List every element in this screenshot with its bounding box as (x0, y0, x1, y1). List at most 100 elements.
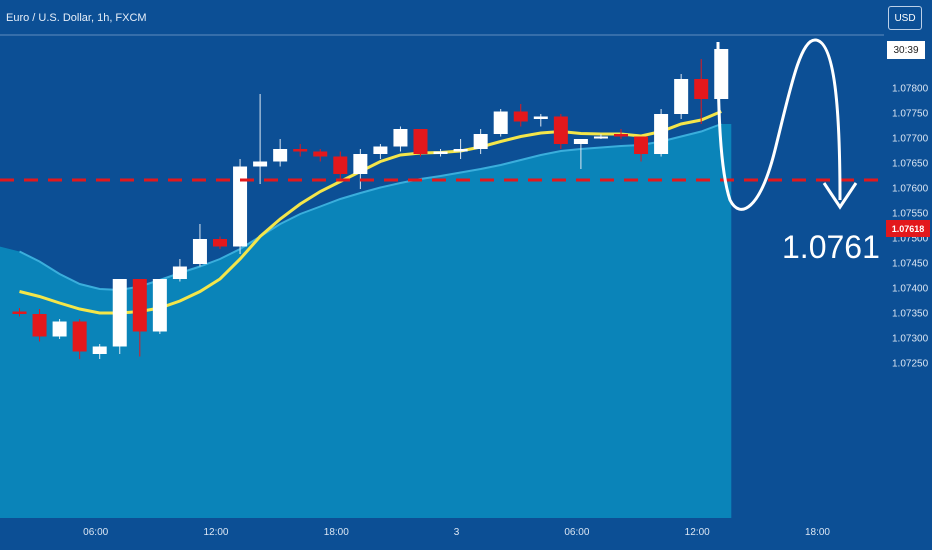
price-tick-label: 1.07650 (892, 158, 929, 170)
candle-body (373, 146, 388, 154)
price-tick-label: 1.07450 (892, 258, 929, 270)
candle[interactable] (493, 109, 508, 137)
candle-body (533, 116, 548, 119)
candle-body (253, 161, 268, 167)
candle-body (654, 114, 669, 154)
candle[interactable] (132, 279, 147, 357)
time-tick-label: 06:00 (564, 527, 590, 538)
candle[interactable] (313, 149, 328, 162)
candle[interactable] (92, 344, 107, 359)
time-tick-label: 18:00 (323, 527, 349, 538)
area-layer (0, 123, 732, 518)
candle-body (32, 314, 47, 337)
candle[interactable] (112, 279, 127, 354)
candle[interactable] (634, 136, 649, 162)
candle-body (614, 134, 628, 137)
candle-body (513, 111, 528, 122)
candle[interactable] (433, 149, 448, 157)
candle-body (553, 116, 568, 144)
candle-body (172, 266, 187, 279)
candle[interactable] (714, 49, 729, 99)
candle[interactable] (333, 151, 348, 180)
candle-body (433, 151, 448, 154)
candle[interactable] (413, 129, 428, 157)
candle-layer (12, 49, 729, 359)
candle[interactable] (72, 319, 87, 359)
candle-body (413, 129, 428, 154)
candle-body (573, 139, 588, 144)
candle[interactable] (513, 104, 528, 127)
candle[interactable] (353, 149, 368, 189)
candle-body (393, 129, 408, 147)
candle[interactable] (473, 129, 488, 154)
candle[interactable] (553, 114, 568, 149)
candle[interactable] (614, 129, 628, 139)
candle-body (453, 149, 468, 152)
candle-body (233, 166, 248, 247)
candle[interactable] (393, 126, 408, 152)
candle-body (353, 154, 368, 174)
price-tick-label: 1.07250 (892, 358, 929, 370)
candle-body (152, 279, 167, 332)
price-tick-label: 1.07750 (892, 108, 929, 120)
candle-body (273, 149, 288, 162)
candle[interactable] (52, 319, 67, 339)
candle[interactable] (293, 144, 308, 157)
price-tick-label: 1.07800 (892, 83, 929, 95)
time-tick-label: 12:00 (684, 527, 710, 538)
candle[interactable] (253, 94, 268, 184)
candle[interactable] (533, 114, 548, 127)
candle[interactable] (192, 224, 207, 267)
chart-title: Euro / U.S. Dollar, 1h, FXCM (6, 12, 147, 24)
candle-body (132, 279, 147, 332)
candle-body (714, 49, 729, 99)
candle-body (593, 136, 608, 139)
candle-body (333, 156, 348, 174)
time-tick-label: 12:00 (203, 527, 229, 538)
candle-body (634, 136, 649, 154)
candle[interactable] (172, 259, 187, 282)
candle-body (112, 279, 127, 347)
candle-body (473, 134, 488, 149)
price-tick-label: 1.07550 (892, 208, 929, 220)
price-tick-label: 1.07300 (892, 333, 929, 345)
candle-body (192, 239, 207, 264)
price-target-annotation: 1.0761 (782, 229, 880, 265)
candle[interactable] (32, 309, 47, 342)
candle-body (213, 239, 227, 247)
candle-body (313, 151, 328, 157)
currency-button[interactable]: USD (888, 6, 922, 30)
candle[interactable] (674, 74, 689, 119)
candle[interactable] (694, 59, 709, 124)
last-price-tag: 1.07618 (886, 220, 930, 237)
candle[interactable] (233, 159, 248, 254)
price-tick-label: 1.07400 (892, 283, 929, 295)
candle-body (12, 311, 27, 314)
candle-body (92, 346, 107, 354)
price-tick-label: 1.07500 (892, 233, 929, 245)
candle-body (694, 79, 709, 99)
projection-arrow-path (716, 38, 842, 211)
candle-body (52, 321, 67, 337)
price-tick-label: 1.07700 (892, 133, 929, 145)
candle[interactable] (573, 139, 588, 169)
candle[interactable] (453, 139, 468, 159)
projection-arrow-head (822, 182, 858, 210)
candle[interactable] (12, 308, 27, 317)
candle[interactable] (654, 109, 669, 157)
candle-body (72, 321, 87, 352)
candle[interactable] (213, 236, 227, 250)
candle-body (674, 79, 689, 114)
candle[interactable] (373, 144, 388, 159)
ma-area-fill (0, 124, 732, 518)
candle-body (293, 149, 308, 152)
price-tick-label: 1.07600 (892, 183, 929, 195)
candle[interactable] (152, 279, 167, 334)
candle[interactable] (273, 139, 288, 167)
time-tick-label: 3 (453, 527, 460, 538)
candle[interactable] (593, 134, 608, 139)
time-tick-label: 06:00 (83, 527, 109, 538)
price-tick-label: 1.07350 (892, 308, 929, 320)
